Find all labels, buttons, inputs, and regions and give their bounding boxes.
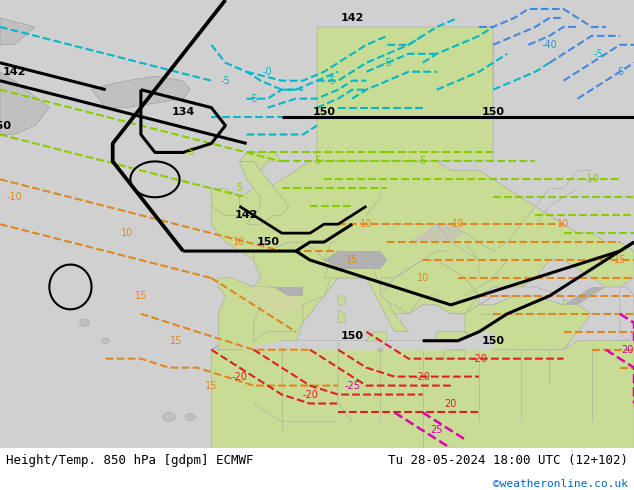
Text: Height/Temp. 850 hPa [gdpm] ECMWF: Height/Temp. 850 hPa [gdpm] ECMWF bbox=[6, 454, 254, 467]
Text: 150: 150 bbox=[313, 107, 335, 117]
Text: 142: 142 bbox=[235, 210, 258, 220]
Text: 5: 5 bbox=[236, 183, 243, 194]
Text: 142: 142 bbox=[3, 67, 26, 77]
Text: -5: -5 bbox=[594, 49, 604, 59]
Polygon shape bbox=[620, 287, 634, 341]
Text: 20: 20 bbox=[621, 344, 633, 355]
Polygon shape bbox=[380, 260, 479, 314]
Text: -0: -0 bbox=[263, 67, 273, 77]
Polygon shape bbox=[366, 332, 387, 341]
Polygon shape bbox=[324, 251, 387, 269]
Polygon shape bbox=[0, 18, 36, 45]
Text: 15: 15 bbox=[205, 381, 217, 391]
Polygon shape bbox=[211, 341, 634, 448]
Text: -5: -5 bbox=[382, 58, 392, 68]
Polygon shape bbox=[408, 224, 465, 242]
Text: 25: 25 bbox=[430, 425, 443, 436]
Polygon shape bbox=[0, 72, 49, 135]
Text: 10: 10 bbox=[233, 237, 245, 247]
Text: -5: -5 bbox=[185, 147, 195, 157]
Text: 150: 150 bbox=[482, 336, 505, 346]
Text: -20: -20 bbox=[415, 371, 430, 382]
Text: -20: -20 bbox=[471, 354, 487, 364]
Polygon shape bbox=[211, 161, 634, 350]
Text: 20: 20 bbox=[444, 398, 457, 409]
Polygon shape bbox=[240, 152, 281, 171]
Text: 142: 142 bbox=[340, 13, 364, 23]
Circle shape bbox=[378, 348, 383, 351]
Text: 15: 15 bbox=[170, 336, 183, 346]
Text: 10: 10 bbox=[452, 219, 464, 229]
Polygon shape bbox=[324, 260, 408, 332]
Text: -20: -20 bbox=[231, 371, 247, 382]
Polygon shape bbox=[317, 36, 493, 161]
Polygon shape bbox=[0, 0, 634, 448]
Text: -5: -5 bbox=[221, 75, 230, 86]
Polygon shape bbox=[211, 188, 240, 215]
Text: -25: -25 bbox=[344, 381, 360, 391]
Circle shape bbox=[79, 319, 89, 326]
Text: 150: 150 bbox=[256, 237, 279, 247]
Text: -20: -20 bbox=[302, 390, 318, 399]
Text: 150: 150 bbox=[0, 121, 11, 130]
Polygon shape bbox=[465, 296, 592, 350]
Polygon shape bbox=[247, 287, 303, 314]
Text: 5: 5 bbox=[420, 156, 426, 167]
Text: 15: 15 bbox=[614, 255, 626, 265]
Text: 15: 15 bbox=[346, 255, 358, 265]
Polygon shape bbox=[317, 27, 493, 161]
Polygon shape bbox=[338, 309, 345, 323]
Text: Tu 28-05-2024 18:00 UTC (12+102): Tu 28-05-2024 18:00 UTC (12+102) bbox=[387, 454, 628, 467]
Polygon shape bbox=[408, 36, 493, 135]
Text: -5: -5 bbox=[327, 75, 336, 86]
Text: 10: 10 bbox=[360, 219, 372, 229]
Text: -40: -40 bbox=[541, 40, 557, 50]
Circle shape bbox=[185, 414, 195, 420]
Polygon shape bbox=[240, 161, 289, 224]
Polygon shape bbox=[366, 63, 493, 161]
Text: 10: 10 bbox=[120, 228, 133, 238]
Text: 10: 10 bbox=[417, 273, 429, 283]
Polygon shape bbox=[240, 332, 493, 350]
Circle shape bbox=[102, 338, 110, 343]
Text: ©weatheronline.co.uk: ©weatheronline.co.uk bbox=[493, 479, 628, 489]
Text: 10: 10 bbox=[557, 219, 570, 229]
Text: -5: -5 bbox=[249, 94, 259, 104]
Polygon shape bbox=[268, 287, 303, 296]
Text: 150: 150 bbox=[482, 107, 505, 117]
Polygon shape bbox=[444, 350, 465, 359]
Text: 15: 15 bbox=[134, 291, 147, 301]
Text: 5: 5 bbox=[314, 156, 320, 167]
Polygon shape bbox=[317, 36, 493, 161]
Polygon shape bbox=[317, 27, 493, 161]
Polygon shape bbox=[437, 332, 472, 350]
Polygon shape bbox=[479, 287, 564, 305]
Polygon shape bbox=[218, 278, 303, 350]
Circle shape bbox=[163, 413, 176, 421]
Text: 5: 5 bbox=[617, 67, 623, 77]
Polygon shape bbox=[91, 76, 190, 108]
Text: 134: 134 bbox=[172, 107, 195, 117]
Polygon shape bbox=[338, 296, 345, 305]
Text: 150: 150 bbox=[340, 331, 364, 341]
Text: -10: -10 bbox=[6, 192, 22, 202]
Text: -10: -10 bbox=[584, 174, 600, 184]
Polygon shape bbox=[550, 287, 606, 305]
Polygon shape bbox=[254, 242, 331, 305]
